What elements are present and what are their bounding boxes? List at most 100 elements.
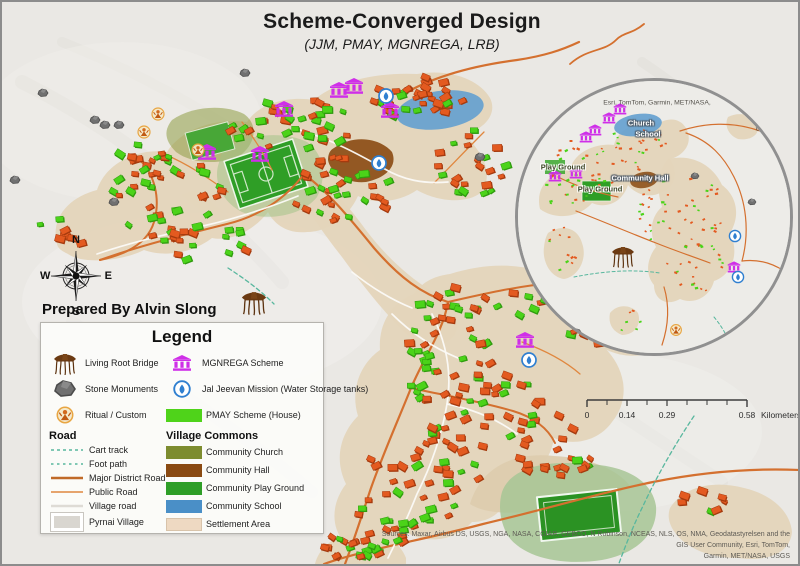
- pmay-house: [224, 248, 234, 258]
- house: [664, 142, 667, 145]
- house: [720, 265, 724, 269]
- house: [369, 97, 380, 107]
- house: [586, 454, 595, 464]
- pmay-house: [710, 184, 714, 187]
- house: [473, 474, 485, 484]
- pmay-house: [545, 183, 549, 187]
- house: [382, 491, 391, 498]
- scale-unit: Kilometers: [761, 410, 800, 420]
- house: [491, 391, 500, 398]
- house: [173, 250, 184, 259]
- house: [334, 154, 344, 162]
- house: [642, 129, 646, 132]
- house: [319, 170, 330, 179]
- legend-item-public-road: Public Road: [49, 485, 166, 499]
- pmay-house: [442, 98, 454, 108]
- house: [684, 204, 689, 207]
- house: [426, 422, 439, 434]
- house: [469, 304, 480, 313]
- pmay-house: [699, 244, 703, 247]
- house: [600, 147, 603, 150]
- inset-place-label: School: [635, 129, 661, 139]
- house: [638, 217, 642, 220]
- house: [67, 234, 78, 243]
- pmay-house: [304, 185, 317, 196]
- pmay-house: [406, 346, 418, 358]
- community-church-swatch: [166, 445, 203, 459]
- pmay-house: [303, 131, 316, 142]
- page-subtitle: (JJM, PMAY, MGNREGA, LRB): [304, 36, 500, 52]
- legend-commons-heading: Village Commons: [166, 429, 259, 442]
- legend-item-settlement-area: Settlement Area: [166, 515, 315, 533]
- pmay-house: [697, 209, 700, 212]
- pmay-house: [255, 116, 268, 126]
- house: [570, 186, 574, 188]
- pmay-house: [235, 229, 246, 238]
- pmay-house: [500, 381, 511, 389]
- pmay-house: [641, 151, 645, 155]
- scale-label-014: 0.14: [618, 410, 636, 420]
- pmay-house: [638, 150, 641, 153]
- pmay-house: [333, 192, 343, 199]
- house: [644, 148, 648, 151]
- pmay-house: [705, 189, 709, 193]
- foot-path: [618, 415, 695, 564]
- pmay-house: [333, 135, 347, 147]
- house: [335, 178, 347, 188]
- pmay-house: [598, 177, 601, 180]
- house: [439, 107, 451, 117]
- pmay-house: [581, 156, 586, 160]
- pmay-house: [558, 268, 562, 272]
- house: [130, 183, 139, 190]
- community-hall-area: [328, 139, 394, 183]
- house: [291, 200, 301, 209]
- house: [610, 181, 614, 184]
- house: [654, 137, 658, 142]
- house: [389, 477, 399, 486]
- house: [558, 435, 568, 443]
- pmay-house: [500, 161, 513, 171]
- pmay-house: [438, 458, 450, 467]
- house: [307, 112, 318, 121]
- house: [714, 227, 718, 230]
- pmay-house: [189, 242, 197, 249]
- house: [552, 445, 563, 454]
- house: [514, 453, 526, 464]
- house: [243, 126, 255, 136]
- pmay-house: [640, 212, 645, 216]
- house: [457, 96, 468, 106]
- pmay-house: [412, 388, 422, 397]
- house: [559, 462, 570, 474]
- house: [519, 440, 530, 450]
- pmay-house: [649, 229, 653, 233]
- house: [644, 230, 647, 233]
- house: [343, 132, 351, 139]
- pmay-house: [616, 136, 619, 139]
- house: [145, 203, 156, 212]
- pmay-house: [361, 550, 373, 562]
- field-line: [283, 154, 300, 178]
- stone-monuments-icon: [49, 380, 81, 398]
- house: [613, 174, 617, 178]
- house: [717, 493, 728, 503]
- pmay-house: [413, 347, 423, 355]
- pmay-house: [335, 535, 344, 543]
- house: [327, 532, 337, 543]
- house: [197, 191, 210, 202]
- major-district-road-swatch: [49, 475, 85, 481]
- house: [449, 484, 462, 496]
- pmay-house: [571, 202, 574, 204]
- house: [356, 552, 366, 561]
- house: [666, 194, 670, 196]
- pmay-house: [341, 191, 351, 199]
- small-playground-field: [545, 160, 565, 174]
- compass-east-label: E: [104, 270, 112, 282]
- pmay-house: [233, 133, 245, 143]
- pmay-house: [291, 126, 300, 133]
- house: [429, 317, 441, 326]
- house: [441, 437, 451, 447]
- pmay-house: [565, 259, 570, 264]
- house: [658, 133, 662, 136]
- pmay-house: [620, 328, 624, 332]
- house: [516, 380, 527, 391]
